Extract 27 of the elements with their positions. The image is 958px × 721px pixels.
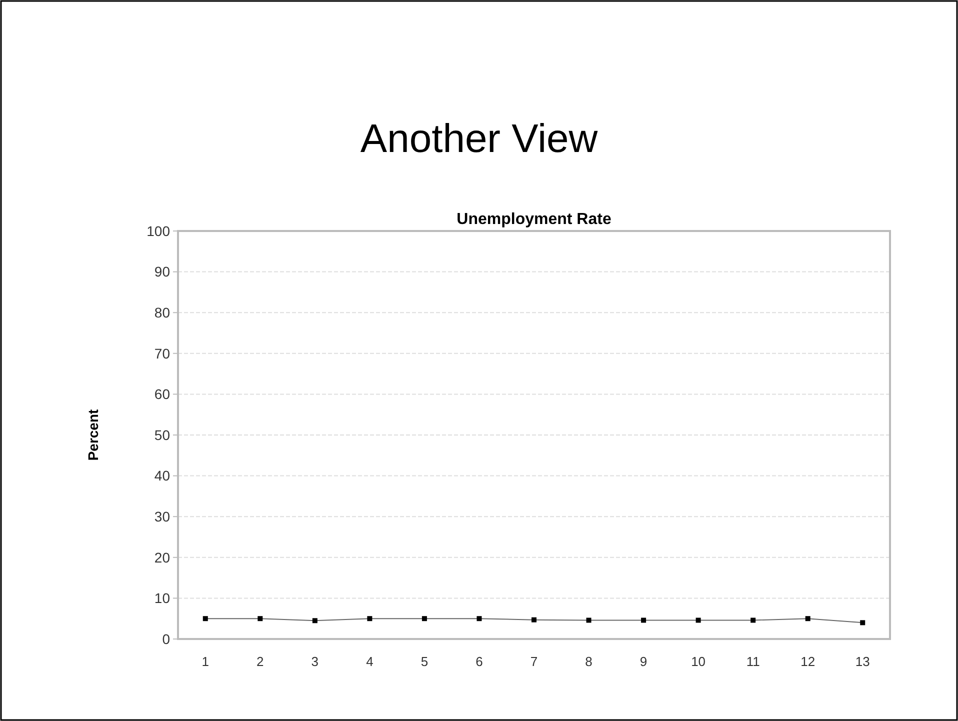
y-tick-label: 60 xyxy=(154,386,170,402)
y-tick-label: 40 xyxy=(154,468,170,484)
y-tick-label: 0 xyxy=(162,630,170,647)
x-tick-label: 2 xyxy=(256,654,264,669)
x-tick-label: 13 xyxy=(855,654,870,669)
chart-title: Another View xyxy=(360,117,598,161)
y-tick-label: 90 xyxy=(154,264,170,280)
y-tick-label: 80 xyxy=(154,304,170,320)
y-tick-label: 70 xyxy=(154,345,170,362)
y-tick-label: 10 xyxy=(154,590,170,606)
chart-subtitle: Unemployment Rate xyxy=(456,211,612,228)
x-tick-label: 4 xyxy=(366,654,374,669)
y-tick-label: 20 xyxy=(154,549,170,566)
x-tick-label: 8 xyxy=(585,654,592,669)
y-tick-label: 100 xyxy=(146,222,170,239)
x-tick-label: 6 xyxy=(476,654,483,669)
x-tick-label: 5 xyxy=(420,654,428,669)
x-tick-label: 7 xyxy=(530,654,538,669)
y-axis-title: Percent xyxy=(85,408,101,461)
x-tick-label: 3 xyxy=(311,654,319,669)
y-tick-label: 30 xyxy=(154,508,170,524)
x-tick-label: 1 xyxy=(202,654,209,669)
x-tick-label: 12 xyxy=(800,654,816,669)
y-tick-label: 50 xyxy=(154,426,170,443)
x-tick-label: 9 xyxy=(640,654,648,669)
x-tick-label: 10 xyxy=(691,654,706,669)
x-tick-label: 11 xyxy=(746,654,760,669)
